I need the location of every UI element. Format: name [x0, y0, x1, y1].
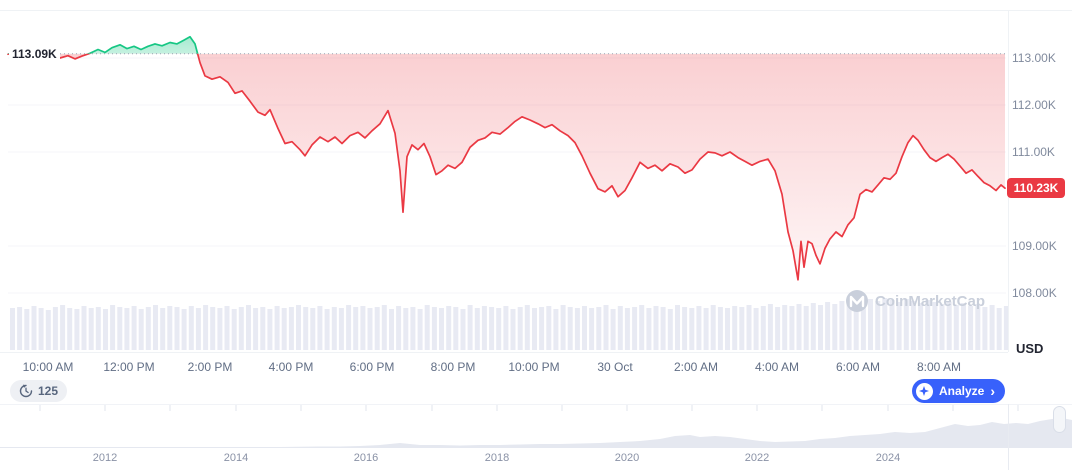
y-axis-label: 109.00K — [1012, 239, 1057, 253]
navigator-year-label: 2020 — [614, 452, 640, 464]
x-axis-label: 2:00 PM — [187, 360, 233, 374]
chart-bottom-border — [0, 352, 1008, 353]
x-axis-label: 6:00 AM — [835, 360, 881, 374]
chevron-right-icon: › — [990, 382, 995, 399]
y-axis-label: 112.00K — [1012, 98, 1056, 112]
x-axis-label: 12:00 PM — [103, 360, 155, 374]
x-axis-label: 6:00 PM — [349, 360, 395, 374]
price-area — [8, 36, 1005, 280]
navigator-year-label: 2016 — [353, 452, 379, 464]
navigator-year-label: 2014 — [223, 452, 249, 464]
analyze-button[interactable]: Analyze › — [911, 379, 1005, 403]
baseline-price-label: 113.09K — [9, 47, 60, 61]
current-price-badge: 110.23K — [1007, 178, 1065, 199]
history-icon — [19, 384, 33, 398]
navigator-handle[interactable] — [1053, 406, 1066, 433]
coinmarketcap-logo-icon — [846, 290, 868, 312]
y-axis-label: 113.00K — [1012, 51, 1056, 65]
navigator-selection-edge[interactable] — [1008, 404, 1009, 470]
volume-bars — [10, 298, 1009, 350]
navigator-area — [0, 418, 1072, 448]
navigator-year-label: 2018 — [484, 452, 510, 464]
y-axis-label: 108.00K — [1012, 286, 1057, 300]
navigator-year-label: 2024 — [875, 452, 901, 464]
price-line — [7, 35, 1006, 281]
navigator-top-border — [0, 404, 1072, 405]
analyze-sparkle-icon — [915, 382, 933, 400]
coinmarketcap-watermark: CoinMarketCap — [845, 289, 985, 313]
x-axis-label: 30 Oct — [597, 360, 633, 374]
x-axis-label: 10:00 PM — [508, 360, 560, 374]
currency-unit-label: USD — [1016, 341, 1044, 356]
watermark-text: CoinMarketCap — [875, 292, 986, 310]
x-axis-label: 10:00 AM — [22, 360, 74, 374]
analyze-label: Analyze — [938, 384, 985, 398]
x-axis-label: 2:00 AM — [673, 360, 719, 374]
navigator-year-label: 2012 — [92, 452, 118, 464]
x-axis-label: 4:00 PM — [268, 360, 314, 374]
x-axis-label: 4:00 AM — [754, 360, 800, 374]
history-count-label: 125 — [38, 384, 59, 398]
history-count-badge[interactable]: 125 — [10, 380, 68, 402]
y-axis-label: 111.00K — [1012, 145, 1055, 159]
chart-top-border — [0, 10, 1072, 11]
navigator-year-label: 2022 — [744, 452, 770, 464]
navigator-ticks — [39, 405, 1019, 411]
x-axis-label: 8:00 AM — [916, 360, 962, 374]
timeline-navigator[interactable] — [0, 404, 1072, 470]
x-axis-label: 8:00 PM — [430, 360, 476, 374]
price-chart[interactable] — [0, 0, 1010, 352]
